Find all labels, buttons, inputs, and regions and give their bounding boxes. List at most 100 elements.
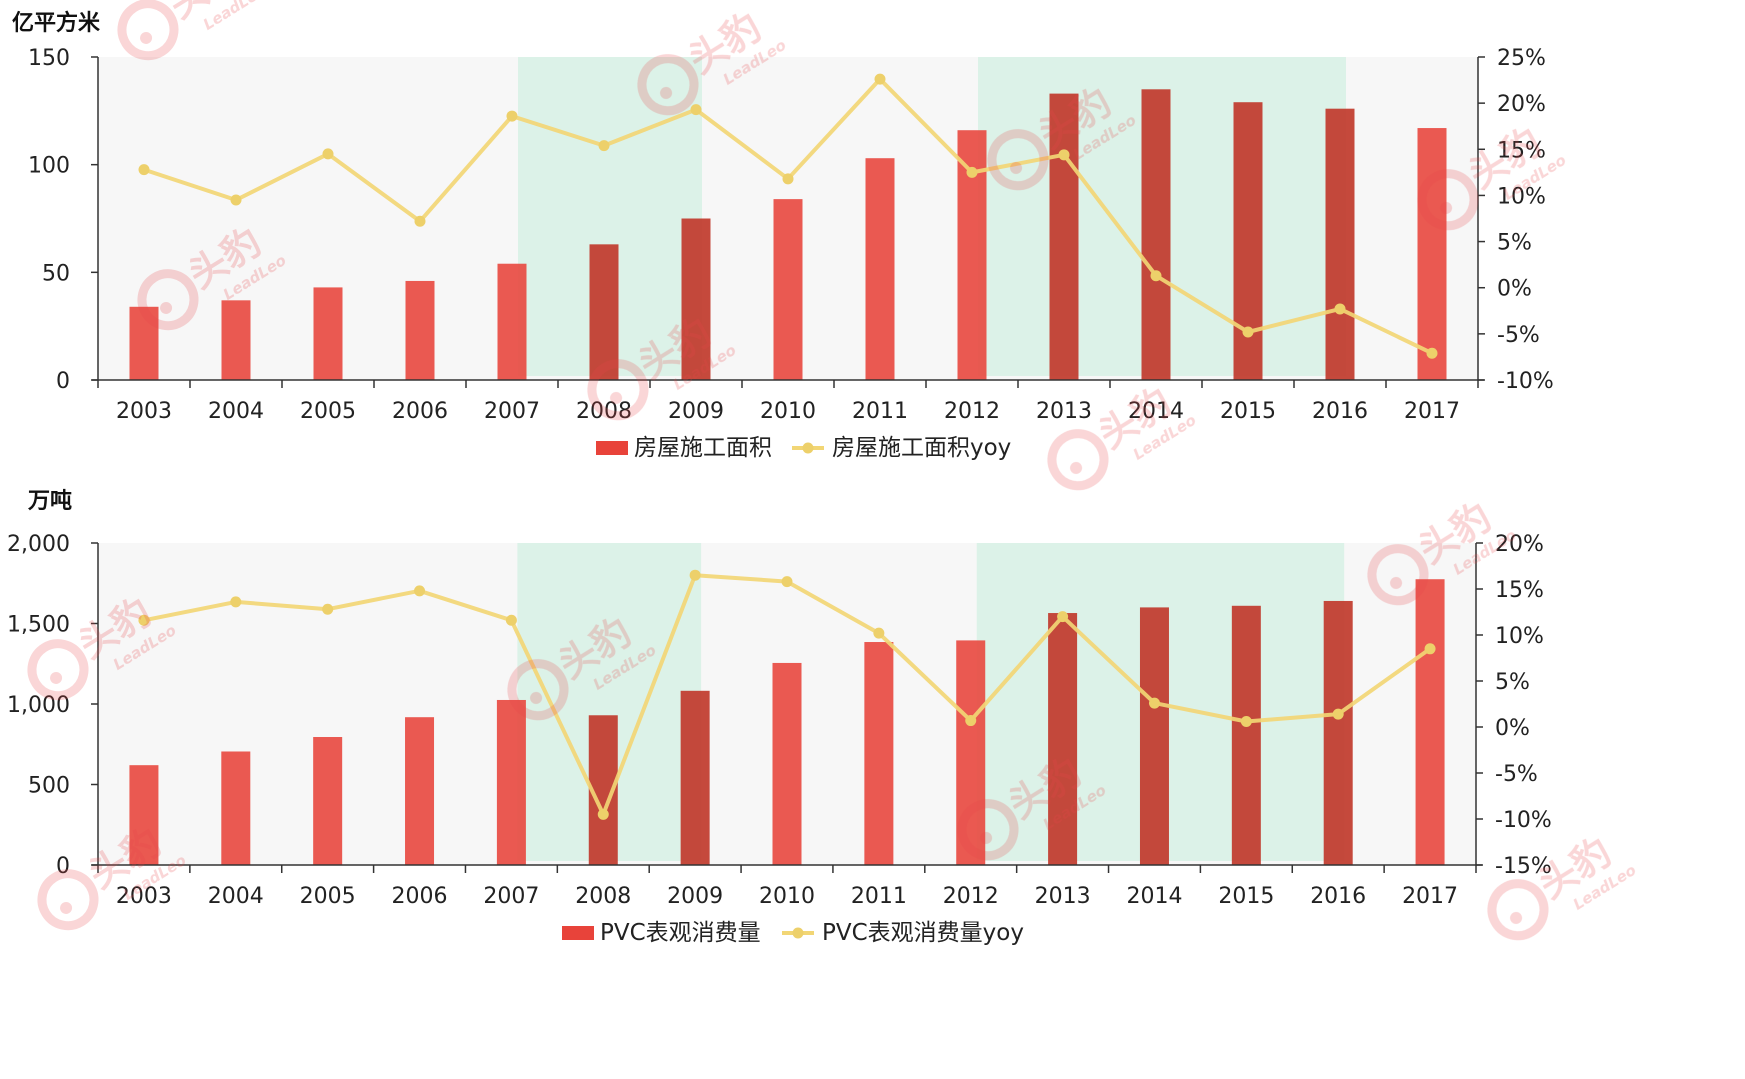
leopard-logo-icon [1367,544,1429,606]
yoy-point-2014 [1150,270,1162,282]
x-tick-label-2005: 2005 [300,399,356,424]
right-tick-label: 10% [1497,184,1546,209]
bar-2007 [496,699,526,865]
leopard-logo-icon [987,129,1049,191]
legend-bar-label: PVC表观消费量 [600,920,761,946]
unit-label: 亿平方米 [12,10,101,36]
leopard-eye-icon [610,391,623,404]
leopard-eye-icon [660,86,673,99]
yoy-point-2006 [414,585,426,597]
yoy-point-2005 [322,603,334,615]
x-tick-label-2014: 2014 [1128,399,1184,424]
x-tick-label-2006: 2006 [392,884,448,909]
bar-2012 [956,640,986,865]
right-tick-label: 25% [1497,46,1546,71]
yoy-point-2015 [1242,326,1254,338]
x-tick-label-2012: 2012 [943,884,999,909]
right-tick-label: 5% [1495,670,1530,695]
x-tick-label-2016: 2016 [1310,884,1366,909]
left-tick-label: 1,500 [7,613,70,638]
yoy-point-2004 [230,194,242,206]
legend-bar-label: 房屋施工面积 [634,435,772,461]
right-tick-label: -5% [1495,762,1538,787]
bar-2015 [1233,102,1263,380]
leopard-eye-icon [160,301,173,314]
left-tick-label: 50 [42,261,70,286]
right-tick-label: -10% [1497,369,1554,394]
leopard-eye-icon [980,831,993,844]
bar-2007 [497,263,527,380]
yoy-point-2011 [874,73,886,85]
bar-2004 [221,300,251,380]
yoy-point-2017 [1424,643,1436,655]
x-tick-label-2016: 2016 [1312,399,1368,424]
chart-2: 0 500 1,000 1,500 2,000 -15% -10% -5% 0% 5% 10% 15%… [7,489,1552,946]
legend: PVC表观消费量 PVC表观消费量yoy [562,920,1024,946]
right-tick-label: 0% [1497,277,1532,302]
yoy-point-2008 [597,808,609,820]
bar-2003 [129,306,159,380]
yoy-point-2016 [1334,303,1346,315]
right-tick-label: 15% [1497,138,1546,163]
yoy-point-2012 [965,715,977,727]
legend-line-label: 房屋施工面积yoy [832,435,1011,461]
bar-2009 [680,690,710,865]
leopard-eye-icon [60,901,73,914]
bar-2014 [1141,89,1171,381]
leopard-logo-icon [137,269,199,331]
legend-bar-swatch [596,441,628,455]
yoy-point-2009 [690,104,702,116]
bar-2011 [865,158,895,380]
x-tick-label-2010: 2010 [759,884,815,909]
leopard-logo-icon [117,0,179,61]
x-tick-label-2013: 2013 [1036,399,1092,424]
legend-line-marker [792,927,804,939]
bar-2005 [313,737,343,865]
x-tick-label-2009: 2009 [668,399,724,424]
left-tick-label: 500 [28,774,70,799]
leopard-eye-icon [1510,911,1523,924]
leopard-logo-icon [1417,169,1479,231]
x-tick-label-2008: 2008 [576,399,632,424]
right-tick-label: -15% [1495,854,1552,879]
bar-2006 [405,717,435,865]
bar-2016 [1323,600,1353,865]
yoy-point-2008 [598,140,610,152]
bar-2010 [772,662,802,865]
x-tick-label-2010: 2010 [760,399,816,424]
yoy-point-2003 [138,614,150,626]
legend: 房屋施工面积 房屋施工面积yoy [596,435,1011,461]
bar-2005 [313,287,343,380]
bar-2013 [1048,613,1078,865]
left-tick-label: 0 [56,369,70,394]
yoy-point-2003 [138,164,150,176]
bar-2014 [1139,607,1169,865]
yoy-point-2012 [966,166,978,178]
leopard-logo-icon [587,359,649,421]
leopard-eye-icon [1390,576,1403,589]
yoy-point-2016 [1332,708,1344,720]
bar-2015 [1231,605,1261,865]
leopard-logo-icon [507,659,569,721]
x-tick-label-2015: 2015 [1218,884,1274,909]
x-tick-label-2011: 2011 [852,399,908,424]
yoy-point-2010 [781,576,793,588]
leopard-eye-icon [530,691,543,704]
x-tick-label-2015: 2015 [1220,399,1276,424]
legend-bar-swatch [562,926,594,940]
left-tick-label: 1,000 [7,693,70,718]
bar-2017 [1415,579,1445,865]
unit-label: 万吨 [27,489,72,514]
leopard-logo-icon [637,54,699,116]
x-tick-label-2007: 2007 [483,884,539,909]
bar-2003 [129,765,159,865]
yoy-point-2004 [230,596,242,608]
leopard-logo-icon [37,869,99,931]
yoy-point-2006 [414,215,426,227]
yoy-point-2011 [873,627,885,639]
yoy-point-2017 [1426,347,1438,359]
